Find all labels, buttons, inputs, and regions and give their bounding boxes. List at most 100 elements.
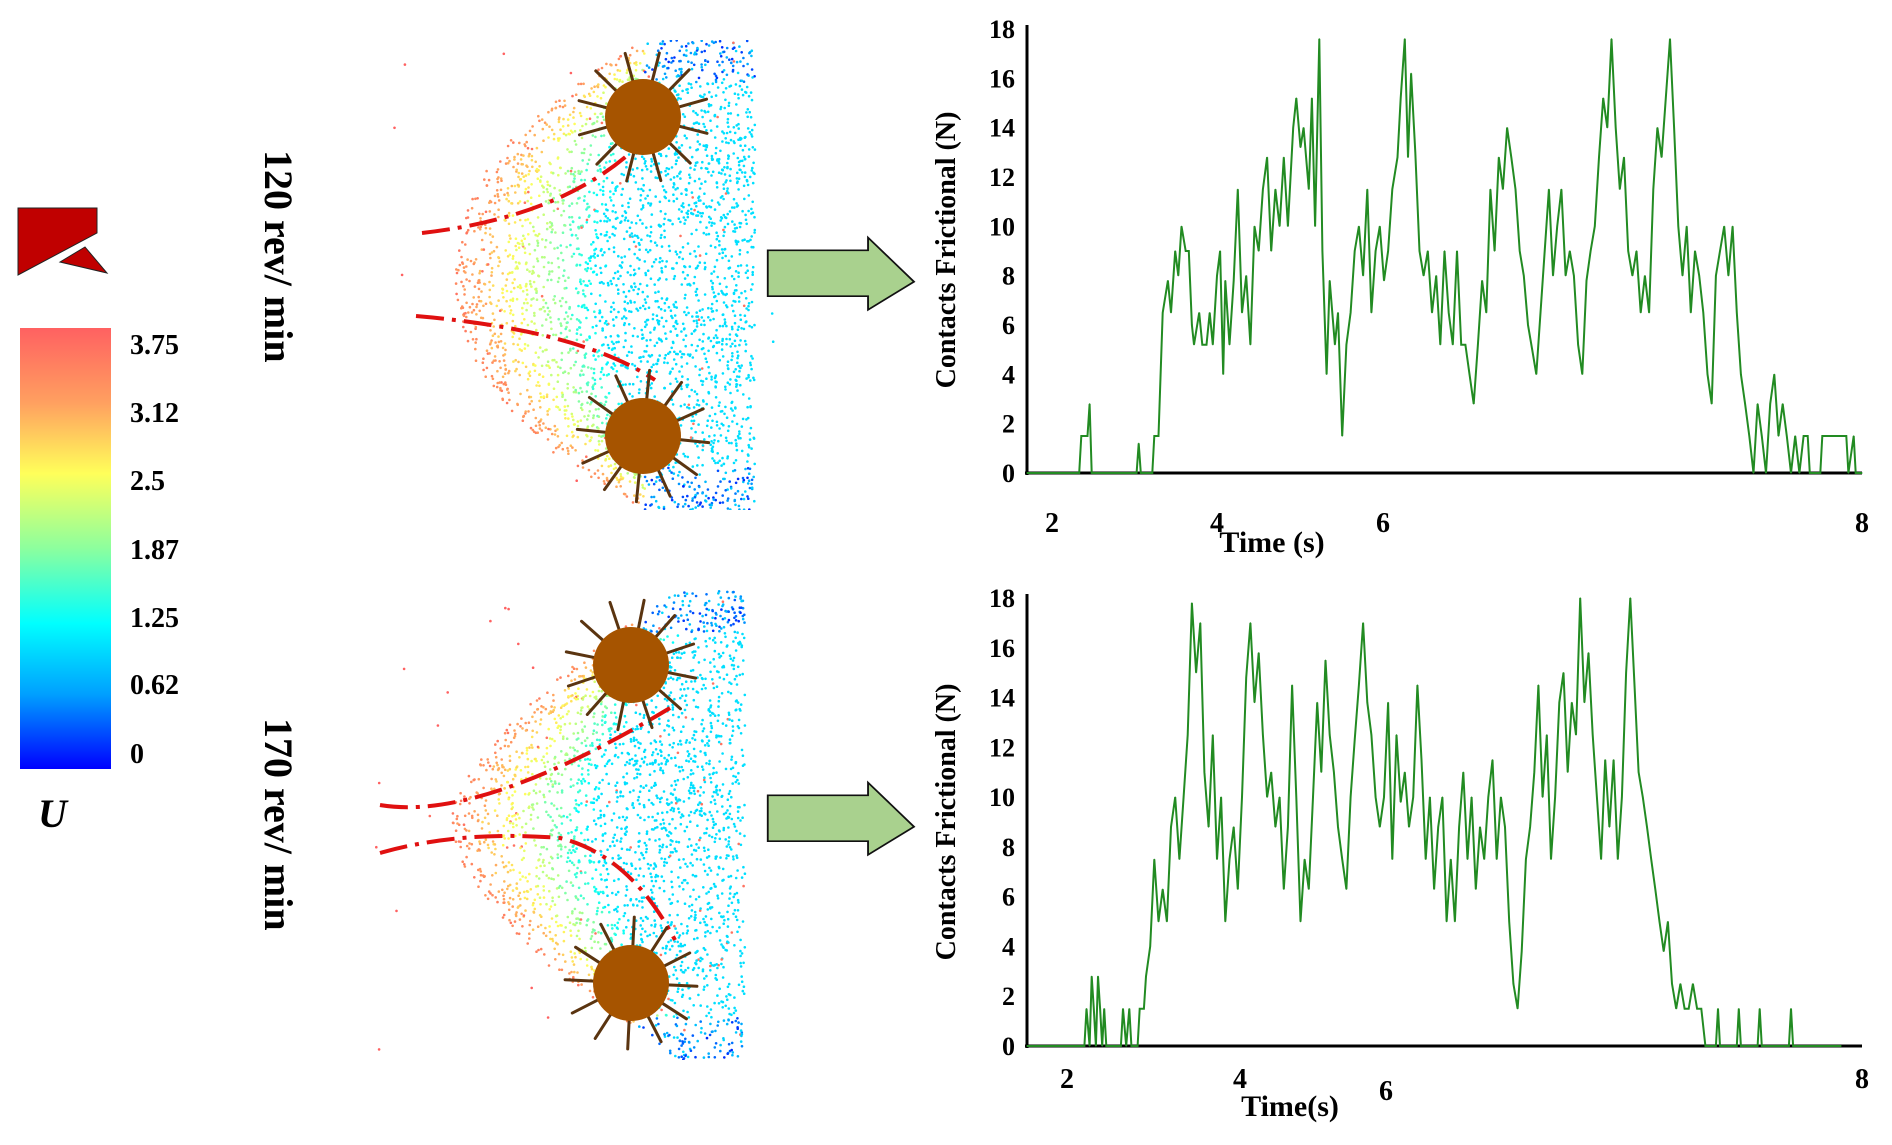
- data-point: [1423, 275, 1425, 277]
- data-point: [1642, 796, 1644, 798]
- x-tick-label: 4: [1210, 508, 1224, 539]
- data-point: [1410, 72, 1412, 74]
- data-point: [1316, 701, 1318, 704]
- data-point: [1847, 472, 1849, 474]
- data-point: [1623, 156, 1625, 158]
- data-point: [1224, 921, 1226, 923]
- y-tick-label: 4: [1002, 932, 1015, 961]
- data-point: [1473, 403, 1475, 405]
- y-tick-label: 4: [1002, 360, 1015, 389]
- data-point: [1656, 127, 1658, 129]
- data-point: [1266, 156, 1268, 158]
- data-point: [1569, 250, 1571, 252]
- data-point: [1375, 796, 1377, 798]
- y-axis-label: Contacts Frictional (N): [931, 112, 962, 389]
- data-point: [1241, 312, 1243, 314]
- data-point: [1692, 983, 1694, 985]
- data-point: [1429, 796, 1431, 798]
- data-point: [1216, 858, 1218, 860]
- data-point: [1366, 188, 1368, 190]
- data-point: [1452, 344, 1454, 346]
- data-point: [1558, 701, 1560, 704]
- data-point: [1157, 921, 1160, 923]
- data-point: [1416, 684, 1418, 686]
- data-point: [1321, 250, 1323, 252]
- flow-boundary-line: [379, 833, 677, 941]
- data-point: [1358, 225, 1360, 227]
- data-point: [1732, 225, 1734, 227]
- data-point: [1177, 275, 1179, 277]
- data-point: [1661, 156, 1663, 158]
- data-point: [1535, 373, 1537, 375]
- data-point: [1861, 472, 1863, 474]
- data-point: [1696, 1008, 1698, 1010]
- data-point: [1153, 858, 1155, 860]
- data-point: [1610, 38, 1613, 40]
- data-point: [1475, 888, 1477, 890]
- data-point: [1752, 472, 1755, 474]
- colorbar-tick-label: 0.62: [130, 670, 179, 701]
- data-point: [1383, 796, 1385, 798]
- data-point: [1337, 312, 1339, 314]
- data-point: [1139, 1008, 1141, 1010]
- data-point: [1506, 127, 1508, 129]
- data-point: [1450, 858, 1452, 860]
- data-point: [1462, 771, 1464, 773]
- data-point: [1606, 127, 1608, 129]
- data-point: [1387, 250, 1389, 252]
- data-point: [1026, 1045, 1028, 1047]
- data-point: [1433, 888, 1435, 890]
- data-point: [1521, 950, 1523, 953]
- data-point: [1517, 1008, 1519, 1010]
- data-point: [1711, 403, 1713, 405]
- colorbar-tick-label: 3.75: [130, 330, 179, 361]
- data-point: [1136, 472, 1138, 474]
- data-point: [1631, 275, 1633, 277]
- data-point: [1529, 826, 1531, 828]
- velocity-colorbar: [20, 328, 111, 769]
- data-point: [1151, 472, 1153, 474]
- data-point: [1178, 858, 1180, 860]
- data-point: [1675, 1008, 1677, 1010]
- data-point: [1456, 250, 1458, 252]
- data-point: [1648, 312, 1650, 314]
- data-point: [1761, 435, 1763, 437]
- data-point: [1523, 275, 1525, 277]
- x-tick-label: 6: [1379, 1076, 1393, 1107]
- friction-trace-line: [1027, 38, 1862, 474]
- x-tick-label: 8: [1855, 508, 1869, 539]
- data-point: [1093, 1008, 1095, 1010]
- data-point: [1304, 858, 1306, 860]
- data-point: [1383, 280, 1385, 282]
- data-point: [1404, 38, 1406, 40]
- data-point: [1329, 280, 1331, 282]
- data-point: [1583, 701, 1585, 704]
- data-point: [1688, 1008, 1690, 1010]
- data-point: [1686, 225, 1688, 227]
- data-point: [1212, 344, 1214, 346]
- data-point: [1487, 796, 1489, 798]
- data-point: [1101, 1045, 1103, 1047]
- data-point: [1287, 826, 1289, 828]
- flow-boundary-line: [415, 314, 657, 382]
- data-point: [1765, 472, 1767, 474]
- data-point: [1425, 858, 1427, 860]
- data-point: [1185, 250, 1187, 252]
- data-point: [1560, 188, 1562, 190]
- data-point: [1180, 225, 1183, 227]
- x-tick-label: 2: [1045, 508, 1059, 539]
- x-tick-label: 2: [1060, 1064, 1074, 1095]
- y-tick-label: 8: [1002, 833, 1015, 862]
- data-point: [1198, 312, 1200, 314]
- data-point: [1748, 435, 1750, 437]
- data-point: [1600, 858, 1602, 860]
- data-point: [1512, 983, 1514, 985]
- data-point: [1527, 324, 1529, 326]
- arrow-right-icon: [766, 235, 916, 312]
- data-point: [1341, 435, 1343, 437]
- data-point: [1635, 250, 1638, 252]
- data-point: [1585, 280, 1588, 282]
- data-point: [1550, 858, 1552, 860]
- data-point: [1717, 1008, 1719, 1010]
- data-point: [1303, 127, 1305, 129]
